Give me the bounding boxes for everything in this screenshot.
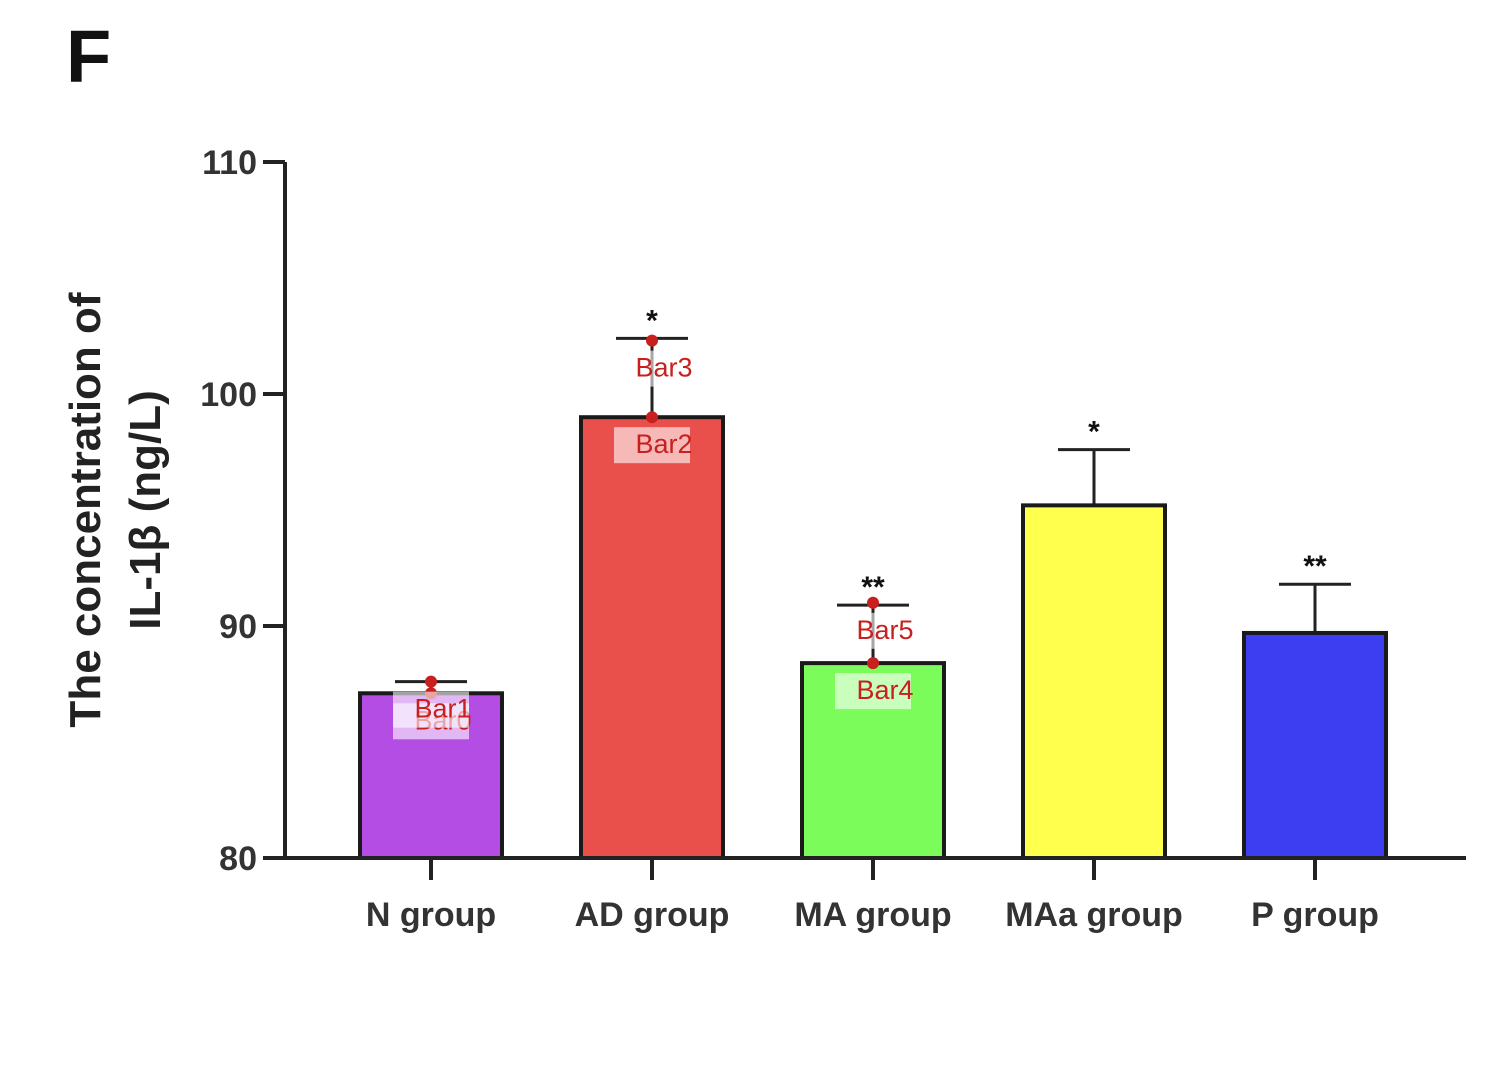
annotation-label-bg bbox=[614, 427, 690, 464]
y-tick-label: 80 bbox=[219, 840, 257, 878]
y-axis-label-line-1: The concentration of bbox=[61, 292, 110, 727]
x-tick-label: MAa group bbox=[1005, 896, 1183, 934]
y-tick-label: 110 bbox=[202, 144, 257, 182]
annotation-label-bg bbox=[393, 691, 469, 728]
annotation-label: Bar4 bbox=[856, 675, 913, 705]
annotation-label: Bar3 bbox=[635, 353, 692, 383]
annotation-point bbox=[867, 657, 879, 670]
bar bbox=[1021, 503, 1167, 860]
bar bbox=[579, 415, 725, 860]
significance-mark: ** bbox=[861, 571, 885, 604]
bars-layer: ****** bbox=[358, 304, 1388, 861]
y-tick-label: 90 bbox=[219, 608, 257, 646]
x-tick-label: N group bbox=[366, 896, 496, 934]
x-tick-label: AD group bbox=[575, 896, 730, 934]
x-tick-label: MA group bbox=[794, 896, 951, 934]
annotation-label-bg bbox=[835, 673, 911, 710]
significance-mark: * bbox=[646, 304, 658, 337]
axes-layer bbox=[263, 160, 1466, 880]
annotation-label: Bar5 bbox=[856, 615, 913, 645]
annotation-label: Bar2 bbox=[635, 429, 692, 459]
panel-letter: F bbox=[66, 15, 112, 98]
annotations-layer: Bar0Bar1Bar2Bar3Bar4Bar5 bbox=[393, 334, 914, 740]
annotation-label-bg bbox=[614, 350, 690, 387]
y-tick-label: 100 bbox=[200, 376, 257, 414]
annotation-point bbox=[425, 675, 437, 688]
significance-mark: * bbox=[1088, 416, 1100, 449]
bar bbox=[1242, 630, 1388, 861]
significance-mark: ** bbox=[1303, 550, 1327, 583]
annotation-point bbox=[646, 411, 658, 424]
y-axis-label: The concentration of IL-1β (ng/L) bbox=[61, 292, 170, 727]
annotation-point bbox=[646, 334, 658, 347]
y-axis-label-line-2: IL-1β (ng/L) bbox=[121, 390, 170, 629]
annotation-point bbox=[867, 596, 879, 609]
annotation-label: Bar1 bbox=[414, 694, 471, 724]
labels-layer: 80 90 100 110 N group AD group MA group MAa gro… bbox=[61, 144, 1379, 934]
x-tick-label: P group bbox=[1251, 896, 1379, 934]
annotation-label-bg bbox=[835, 612, 911, 649]
